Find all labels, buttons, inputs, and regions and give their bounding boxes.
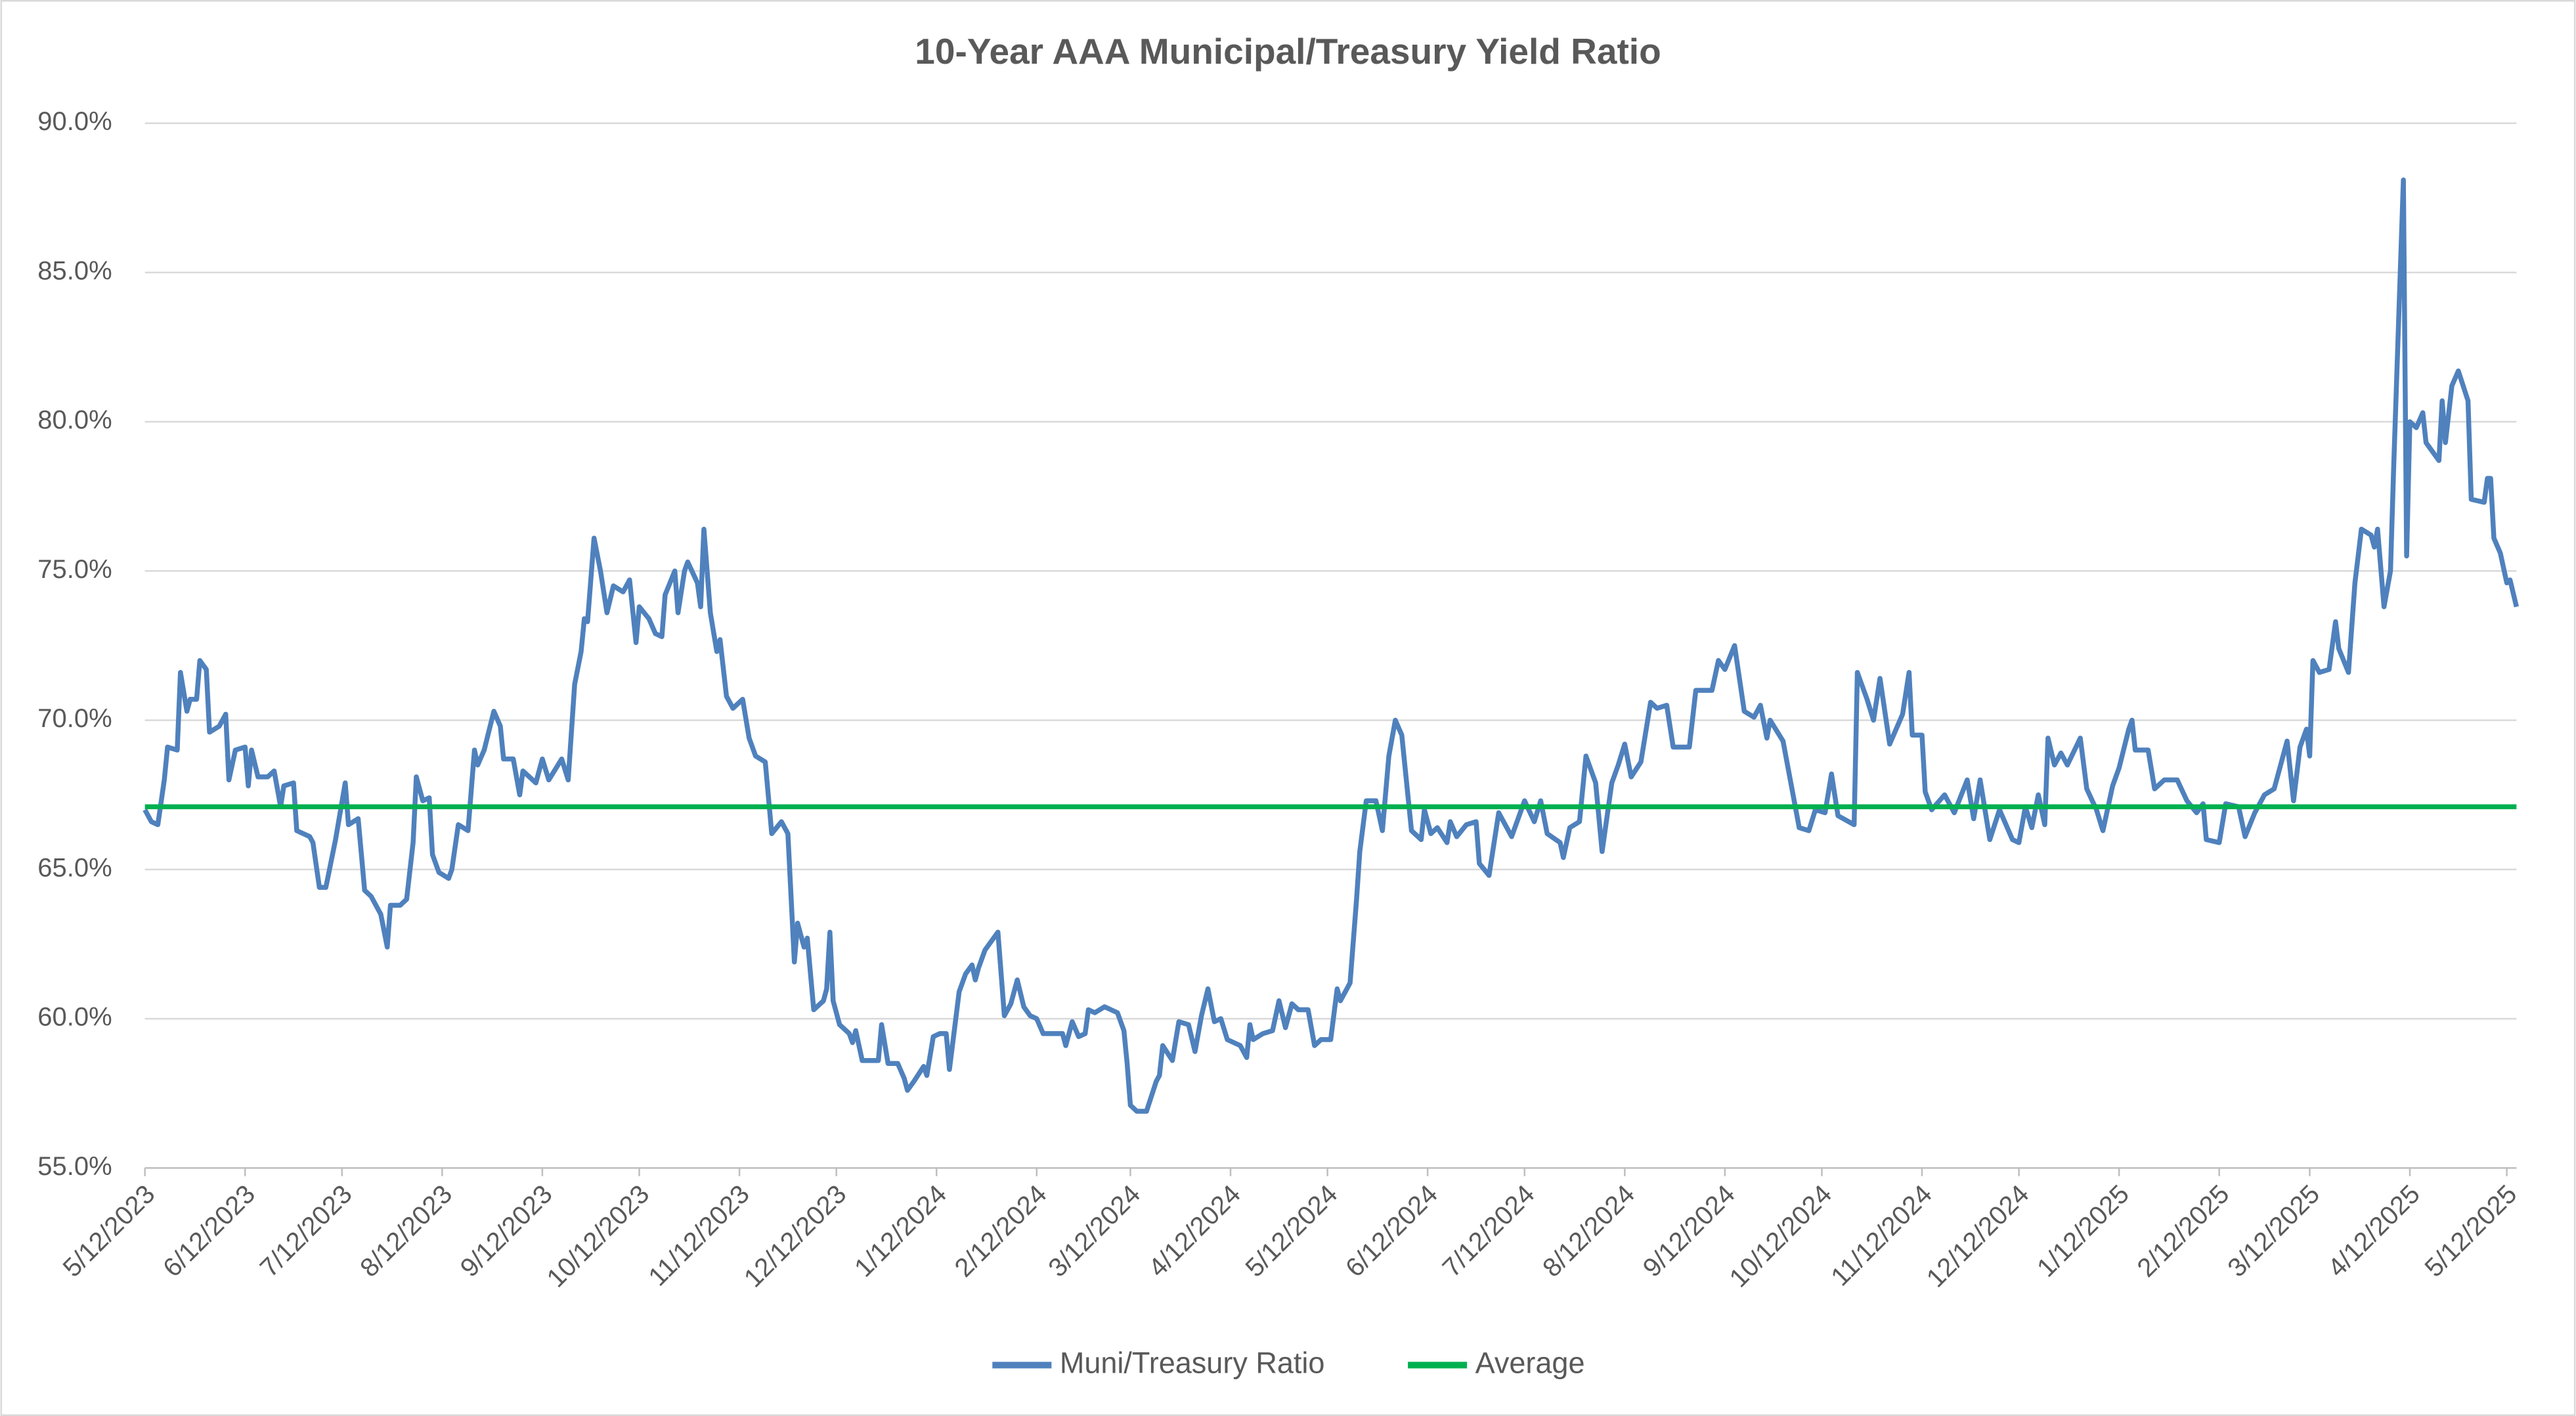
legend-label: Average (1475, 1346, 1585, 1379)
y-tick-label: 55.0% (37, 1152, 112, 1181)
chart-title: 10-Year AAA Municipal/Treasury Yield Rat… (915, 31, 1661, 72)
y-tick-label: 60.0% (37, 1003, 112, 1032)
legend-label: Muni/Treasury Ratio (1060, 1346, 1325, 1379)
y-tick-label: 80.0% (37, 406, 112, 435)
y-tick-label: 75.0% (37, 555, 112, 584)
y-tick-label: 85.0% (37, 256, 112, 285)
y-tick-label: 90.0% (37, 107, 112, 136)
y-tick-label: 65.0% (37, 853, 112, 882)
data-line (142, 177, 2520, 1114)
y-tick-label: 70.0% (37, 704, 112, 733)
